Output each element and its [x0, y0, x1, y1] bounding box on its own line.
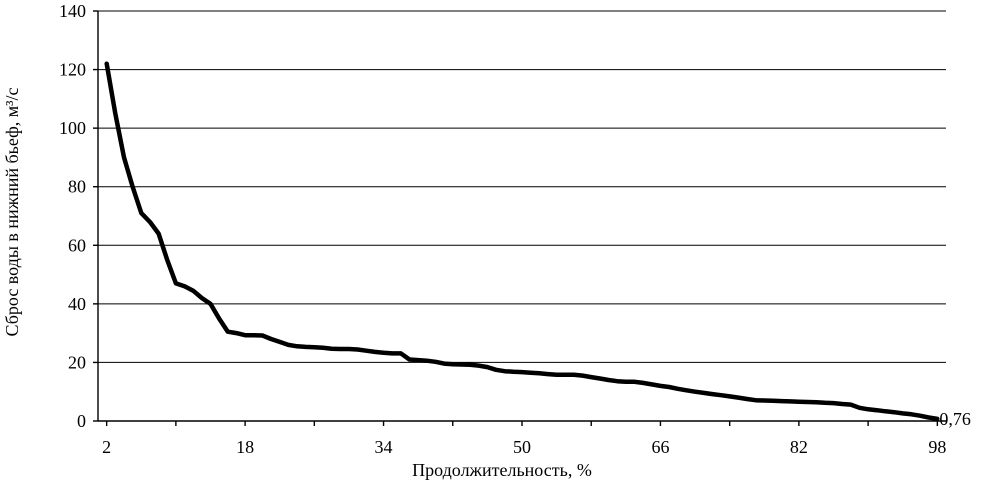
x-axis-title: Продолжительность, %: [412, 460, 592, 480]
y-tick-label-80: 80: [68, 177, 86, 197]
y-tick-label-20: 20: [68, 352, 86, 372]
x-tick-labels: 2 18 34 50 66 82 98: [102, 437, 946, 457]
y-tick-label-100: 100: [59, 118, 86, 138]
x-tick-label-82: 82: [790, 437, 808, 457]
x-tick-label-2: 2: [102, 437, 111, 457]
y-tick-label-60: 60: [68, 235, 86, 255]
y-tick-label-120: 120: [59, 60, 86, 80]
y-tick-label-40: 40: [68, 294, 86, 314]
y-tick-label-140: 140: [59, 1, 86, 21]
x-tick-label-98: 98: [928, 437, 946, 457]
x-tick-label-18: 18: [236, 437, 254, 457]
gridlines: [93, 10, 946, 426]
x-tick-label-66: 66: [651, 437, 669, 457]
y-axis-title: Сброс воды в нижний бьеф, м³/с: [2, 87, 22, 336]
end-value-annotation: 0,76: [939, 409, 971, 429]
y-tick-label-0: 0: [77, 411, 86, 431]
x-tick-label-50: 50: [513, 437, 531, 457]
x-tick-label-34: 34: [375, 437, 393, 457]
y-tick-labels: 0 20 40 60 80 100 120 140: [59, 1, 86, 431]
series-line-discharge: [104, 61, 940, 422]
